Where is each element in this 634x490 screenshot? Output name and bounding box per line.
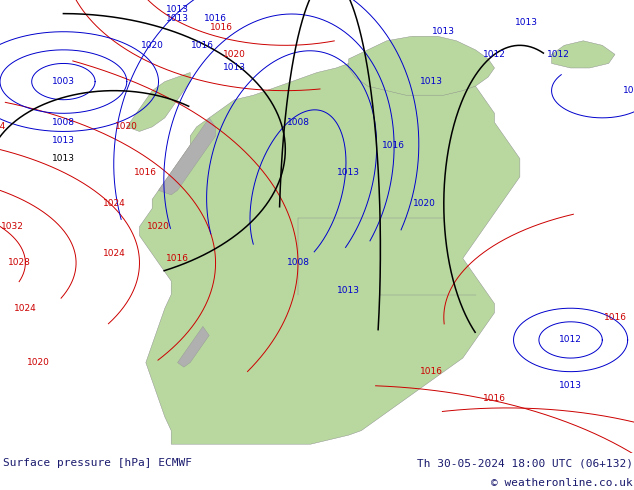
Text: 1013: 1013 xyxy=(166,4,189,14)
Text: Surface pressure [hPa] ECMWF: Surface pressure [hPa] ECMWF xyxy=(3,458,192,468)
Text: 1003: 1003 xyxy=(52,77,75,86)
Text: 1016: 1016 xyxy=(166,254,189,263)
Text: 1020: 1020 xyxy=(115,122,138,131)
Polygon shape xyxy=(127,73,190,131)
Text: 1016: 1016 xyxy=(210,23,233,32)
Text: 1013: 1013 xyxy=(52,154,75,163)
Text: 1013: 1013 xyxy=(559,381,582,390)
Text: 1020: 1020 xyxy=(223,50,246,59)
Text: 1013: 1013 xyxy=(432,27,455,36)
Polygon shape xyxy=(552,41,615,68)
Text: 24: 24 xyxy=(0,122,6,131)
Text: 1024: 1024 xyxy=(103,249,126,258)
Text: 1016: 1016 xyxy=(483,394,506,403)
Text: 1012: 1012 xyxy=(483,50,506,59)
Polygon shape xyxy=(349,36,495,95)
Text: 1008: 1008 xyxy=(287,258,309,268)
Text: 1013: 1013 xyxy=(52,136,75,145)
Text: © weatheronline.co.uk: © weatheronline.co.uk xyxy=(491,478,633,488)
Text: 1016: 1016 xyxy=(204,14,227,23)
Text: 1016: 1016 xyxy=(134,168,157,177)
Text: 1020: 1020 xyxy=(413,199,436,208)
Text: 1016: 1016 xyxy=(420,367,443,376)
Text: 1012: 1012 xyxy=(547,50,569,59)
Text: 1016: 1016 xyxy=(382,141,404,149)
Polygon shape xyxy=(178,326,209,367)
Text: 1024: 1024 xyxy=(14,304,37,313)
Text: 1013: 1013 xyxy=(420,77,443,86)
Text: 1028: 1028 xyxy=(8,258,30,268)
Text: 1016: 1016 xyxy=(191,41,214,50)
Text: 1020: 1020 xyxy=(27,358,49,367)
Text: 1013: 1013 xyxy=(337,286,360,294)
Text: 1008: 1008 xyxy=(52,118,75,127)
Text: 1024: 1024 xyxy=(103,199,126,208)
Polygon shape xyxy=(139,59,520,444)
Text: 1013: 1013 xyxy=(515,18,538,27)
Text: 1013: 1013 xyxy=(337,168,360,177)
Polygon shape xyxy=(158,118,216,195)
Text: 1012: 1012 xyxy=(559,336,582,344)
Text: 1016: 1016 xyxy=(604,313,626,322)
Text: Th 30-05-2024 18:00 UTC (06+132): Th 30-05-2024 18:00 UTC (06+132) xyxy=(417,458,633,468)
Text: 1013: 1013 xyxy=(223,64,246,73)
Text: 1020: 1020 xyxy=(147,222,170,231)
Text: 1008: 1008 xyxy=(287,118,309,127)
Text: 1032: 1032 xyxy=(1,222,24,231)
Text: 1008: 1008 xyxy=(623,86,634,95)
Text: 1020: 1020 xyxy=(141,41,164,50)
Text: 1013: 1013 xyxy=(166,14,189,23)
